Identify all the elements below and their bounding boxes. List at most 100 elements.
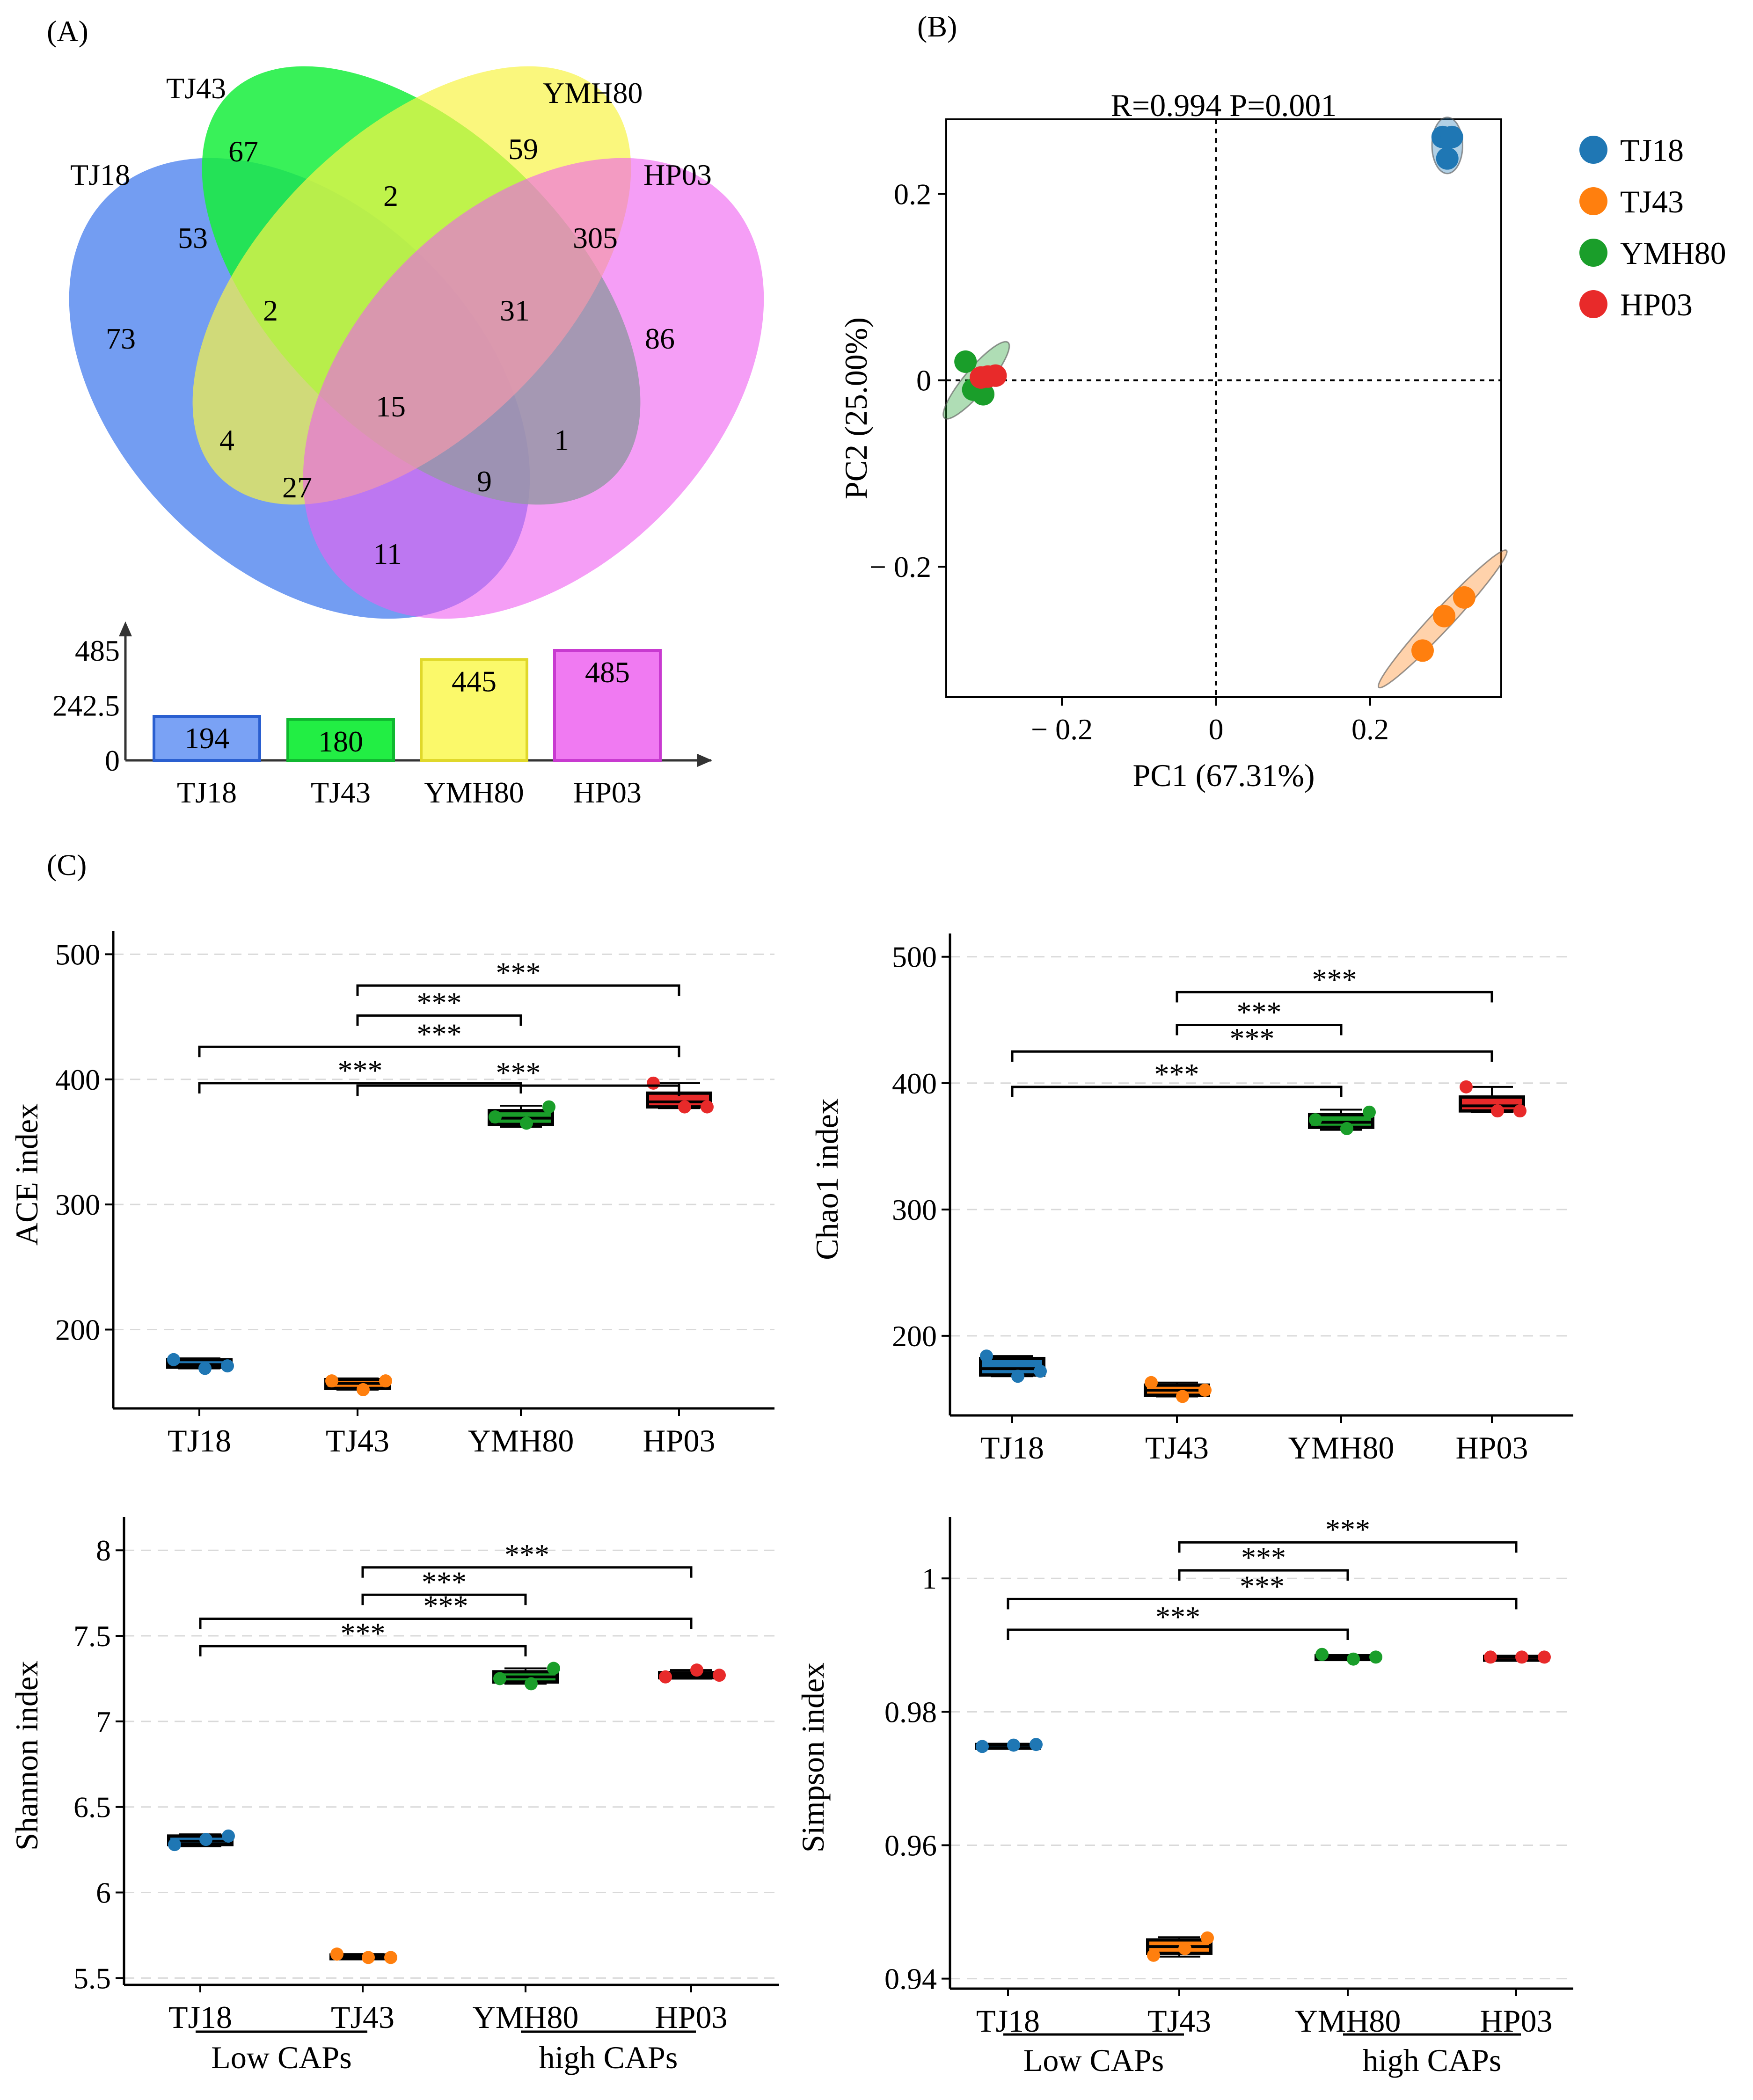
significance-bracket	[198, 1082, 522, 1094]
significance-label: ***	[1312, 962, 1357, 996]
data-point	[647, 1076, 660, 1090]
y-tick-label: 0	[916, 364, 931, 397]
data-point	[357, 1383, 370, 1396]
data-point	[221, 1359, 234, 1373]
venn-count: 73	[106, 322, 136, 355]
venn-set-label-tj43: TJ43	[166, 72, 226, 105]
y-tick-label: 0	[105, 744, 120, 777]
significance-label: ***	[417, 1017, 462, 1050]
significance-bracket	[356, 1084, 680, 1096]
data-point	[489, 1110, 502, 1124]
venn-set-label-ymh80: YMH80	[543, 76, 643, 109]
x-tick-label: TJ43	[331, 1999, 394, 2035]
legend-label: YMH80	[1620, 235, 1726, 271]
data-point	[1030, 1738, 1043, 1751]
data-point	[954, 350, 977, 373]
y-tick-label: 500	[55, 938, 100, 971]
data-point	[1484, 1650, 1497, 1664]
y-tick-label: 7	[96, 1705, 111, 1738]
data-point	[330, 1947, 343, 1961]
bar-value-label: 445	[452, 664, 497, 698]
data-point	[493, 1672, 506, 1685]
data-point	[701, 1100, 714, 1114]
significance-label: ***	[1240, 1569, 1285, 1603]
y-tick-label: 0.96	[884, 1829, 937, 1862]
significance-label: ***	[422, 1565, 467, 1598]
x-tick-label: 0.2	[1351, 713, 1389, 746]
y-tick-label: 0.2	[894, 177, 931, 211]
data-point	[525, 1677, 538, 1691]
x-tick-label: YMH80	[1288, 1430, 1395, 1466]
data-point	[542, 1100, 555, 1114]
y-tick-label: 6.5	[73, 1791, 111, 1824]
data-point	[1347, 1652, 1360, 1666]
panel-label-b: (B)	[917, 10, 957, 43]
y-tick-label: 0.98	[884, 1695, 937, 1728]
significance-label: ***	[338, 1054, 383, 1087]
legend-marker	[1579, 290, 1607, 318]
significance-label: ***	[496, 1056, 541, 1089]
significance-bracket	[356, 1014, 522, 1026]
legend-label: TJ43	[1620, 184, 1684, 219]
venn-count: 4	[219, 423, 234, 457]
data-point	[1363, 1105, 1376, 1119]
x-axis-label: PC1 (67.31%)	[1132, 758, 1315, 793]
y-tick-label: 500	[892, 941, 937, 974]
legend-marker	[1579, 239, 1607, 267]
significance-label: ***	[417, 986, 462, 1019]
data-point	[362, 1951, 375, 1964]
shannon-boxplot: 5.5 6 6.5 7 7.5 8 Shannon index TJ18 TJ43 YMH80 HP…	[9, 1517, 779, 2075]
y-axis-label: Shannon index	[9, 1661, 44, 1851]
y-tick-label: 6	[96, 1876, 111, 1910]
data-point	[198, 1362, 212, 1375]
bar-value-label: 485	[585, 656, 630, 689]
y-axis-label: PC2 (25.00%)	[838, 317, 874, 499]
data-point	[1145, 1376, 1158, 1389]
x-tick-label: HP03	[1480, 2003, 1553, 2039]
y-axis-arrow	[119, 621, 132, 636]
data-point	[222, 1829, 235, 1843]
group-label: Low CAPs	[211, 2040, 351, 2075]
venn-diagram: TJ18 TJ43 YMH80 HP03 73 67 59 86 53 2 30…	[69, 66, 764, 619]
venn-count: 86	[645, 322, 675, 355]
venn-count: 305	[573, 221, 618, 255]
group-label: high CAPs	[1363, 2042, 1502, 2078]
significance-label: ***	[1241, 1541, 1286, 1574]
x-tick-label: 0	[1209, 713, 1224, 746]
significance-bracket	[1176, 1024, 1343, 1035]
data-point	[1340, 1122, 1353, 1135]
x-tick-label: TJ43	[1145, 1430, 1209, 1466]
data-point	[1007, 1738, 1020, 1752]
data-point	[690, 1663, 703, 1677]
significance-label: ***	[504, 1538, 549, 1571]
data-point	[547, 1662, 560, 1675]
data-point	[168, 1838, 181, 1852]
x-tick-label: YMH80	[473, 1999, 579, 2035]
x-tick-label: TJ18	[980, 1430, 1044, 1466]
bar-value-label: 180	[318, 725, 363, 758]
box	[979, 1356, 1045, 1377]
significance-bracket	[1011, 1050, 1493, 1062]
set-size-bar-chart: 0 242.5 485 194 TJ18 180 TJ43 445 YMH80 485 HP03	[52, 621, 712, 809]
data-point	[1198, 1383, 1212, 1397]
venn-count: 2	[263, 294, 278, 327]
venn-set-label-tj18: TJ18	[70, 158, 130, 191]
venn-count: 11	[373, 537, 402, 570]
venn-ellipse-hp03	[303, 158, 764, 619]
venn-count: 31	[500, 294, 530, 327]
data-point	[1433, 605, 1456, 627]
y-axis-label: Simpson index	[795, 1662, 831, 1852]
venn-count: 9	[477, 465, 492, 498]
significance-bracket	[1178, 1541, 1518, 1553]
significance-bracket	[1007, 1597, 1518, 1610]
pcoa-plot: − 0.2 0 0.2 0.2 0 − 0.2 R=0.994 P=0.001 PC1 (67…	[838, 88, 1726, 793]
y-tick-label: 7.5	[73, 1619, 111, 1653]
plot-frame	[945, 118, 1502, 698]
data-point	[1411, 639, 1434, 662]
data-point	[1309, 1113, 1322, 1127]
y-tick-label: 400	[892, 1067, 937, 1100]
bar	[553, 649, 662, 762]
data-point	[1034, 1364, 1047, 1378]
x-tick-label: YMH80	[1295, 2003, 1401, 2039]
